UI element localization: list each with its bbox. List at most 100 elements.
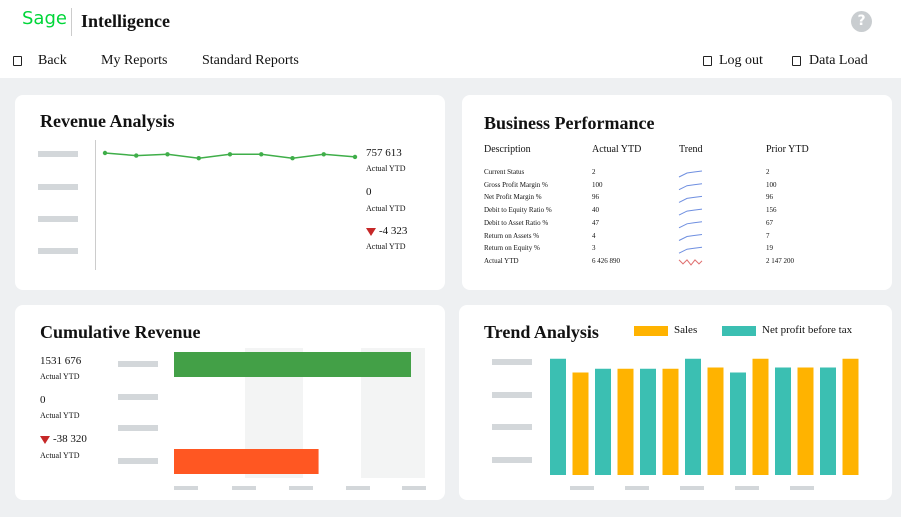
sparkline	[678, 170, 703, 178]
placeholder	[735, 486, 759, 490]
placeholder	[118, 361, 158, 367]
card-title: Trend Analysis	[484, 322, 599, 342]
dataload-icon	[792, 56, 801, 66]
legend-label: Sales	[674, 324, 698, 336]
nav-link[interactable]: Data Load	[809, 53, 868, 68]
cell: Gross Profit Margin %	[484, 180, 548, 189]
point	[259, 152, 264, 157]
placeholder	[289, 486, 313, 490]
column-header: Description	[484, 144, 531, 155]
nav-link[interactable]: Standard Reports	[202, 53, 299, 68]
cell: 47	[592, 218, 599, 227]
cell: 19	[766, 244, 773, 253]
placeholder	[118, 458, 158, 464]
cell: 40	[592, 206, 599, 215]
bar	[662, 368, 679, 475]
placeholder	[232, 486, 256, 490]
placeholder	[118, 394, 158, 400]
cell: 100	[592, 180, 603, 189]
cell: Current Status	[484, 168, 525, 176]
logout-icon	[703, 56, 712, 66]
placeholder	[38, 216, 78, 222]
placeholder	[38, 151, 78, 157]
kpi-label: Actual YTD	[40, 372, 80, 381]
bar	[707, 367, 724, 475]
sparkline	[678, 195, 703, 203]
bar	[730, 372, 746, 475]
bar	[640, 368, 656, 475]
placeholder	[346, 486, 370, 490]
nav-link[interactable]: Back	[38, 53, 67, 68]
axis-line	[95, 140, 96, 270]
cell: Net Profit Margin %	[484, 193, 542, 202]
bar	[572, 372, 589, 475]
legend-label: Net profit before tax	[762, 324, 853, 336]
card-title: Business Performance	[484, 113, 655, 133]
point	[290, 156, 295, 161]
bar	[550, 358, 566, 475]
sparkline	[678, 208, 703, 216]
cell: 3	[592, 244, 596, 253]
header-bar	[0, 0, 901, 78]
bar	[842, 358, 859, 475]
point	[352, 154, 358, 160]
kpi-value: 0	[366, 186, 372, 198]
placeholder	[625, 486, 649, 490]
card-title: Cumulative Revenue	[40, 322, 201, 342]
column-header: Prior YTD	[766, 144, 809, 155]
cell: 4	[592, 231, 596, 240]
kpi-value: 0	[40, 394, 46, 406]
cell: 2	[592, 168, 596, 176]
sparkline	[678, 246, 703, 254]
card	[462, 95, 892, 290]
card	[15, 95, 445, 290]
cell: 7	[766, 231, 770, 240]
kpi-value: 1531 676	[40, 355, 82, 367]
point	[227, 152, 233, 157]
cell: 2 147 200	[766, 256, 794, 265]
sparkline	[678, 221, 703, 229]
cell: 100	[766, 180, 777, 189]
point	[196, 156, 201, 161]
bar	[797, 367, 814, 475]
cell: Debit to Equity Ratio %	[484, 206, 552, 215]
placeholder	[790, 486, 814, 490]
kpi-label: Actual YTD	[366, 164, 406, 173]
placeholder	[174, 486, 198, 490]
cell: 96	[766, 193, 773, 202]
bar	[174, 352, 411, 377]
sparkline	[678, 234, 703, 241]
back-icon	[13, 56, 22, 66]
bar	[775, 367, 791, 475]
help-button[interactable]: ?	[851, 11, 872, 32]
cell: 96	[592, 193, 599, 202]
app-title: Intelligence	[81, 11, 170, 31]
cell: 156	[766, 206, 777, 215]
bar	[174, 449, 319, 474]
placeholder	[570, 486, 594, 490]
placeholder	[492, 457, 532, 463]
cell: Debit to Asset Ratio %	[484, 218, 549, 227]
card-title: Revenue Analysis	[40, 111, 175, 131]
column-header: Actual YTD	[592, 144, 642, 155]
point	[134, 153, 139, 158]
placeholder	[402, 486, 426, 490]
column-header: Trend	[679, 144, 703, 155]
kpi-label: Actual YTD	[40, 411, 80, 420]
kpi-label: Actual YTD	[40, 451, 80, 460]
legend-swatch	[722, 326, 756, 336]
nav-link[interactable]: My Reports	[101, 53, 168, 68]
placeholder	[492, 424, 532, 430]
sparkline	[678, 183, 703, 191]
down-icon	[40, 436, 50, 444]
bar	[752, 358, 769, 475]
kpi-value: 757 613	[366, 147, 402, 159]
nav-link[interactable]: Log out	[719, 53, 763, 68]
point	[165, 152, 170, 157]
separator	[71, 8, 72, 36]
kpi-value: -38 320	[53, 433, 87, 445]
cell: 67	[766, 218, 773, 227]
brand-logo[interactable]: Sage	[22, 8, 67, 29]
